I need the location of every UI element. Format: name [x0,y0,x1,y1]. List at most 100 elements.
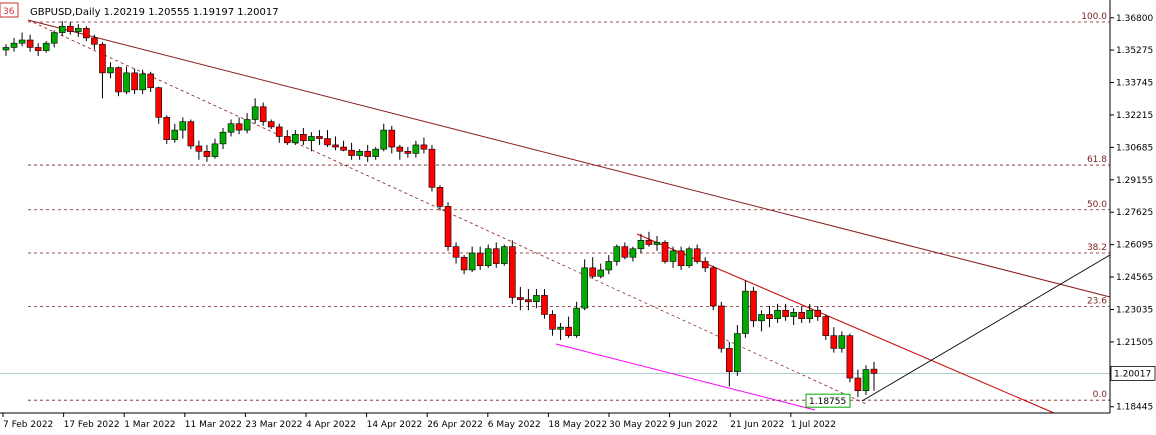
candle-body [517,297,524,300]
candle [669,246,677,268]
candle [685,246,693,268]
candle [541,289,548,319]
candle-body [356,150,363,156]
candle [661,240,669,264]
candle-body [870,368,878,374]
candle [589,257,597,279]
candle-body [428,148,436,188]
price-tick-label: 1.26095 [1116,241,1153,251]
candle-body [380,129,388,150]
time-tick-label: 1 Mar 2022 [124,420,175,430]
candle [211,138,219,159]
time-tick-label: 21 Jun 2022 [730,420,784,430]
candle-body [862,369,870,392]
candle [292,130,299,145]
candle [203,144,211,162]
candle-body [66,25,74,32]
candle-body [235,123,243,131]
fib-level-label: 0.0 [1093,390,1108,400]
candle-body [589,267,597,277]
candle-body [822,316,830,336]
candle-body [637,239,645,250]
candle [235,117,243,135]
candle [283,130,291,145]
candle [822,314,830,340]
candle [798,305,805,323]
time-tick-label: 11 Mar 2022 [185,420,242,430]
candle [565,316,572,338]
candle [830,327,838,353]
candle [613,244,621,266]
candle [50,30,58,48]
candle-body [509,246,516,298]
candle-body [774,309,781,319]
candle-body [452,246,460,258]
time-tick-label: 7 Feb 2022 [3,420,53,430]
candle-body [557,326,564,330]
candle-body [275,126,283,137]
candle-body [292,134,299,144]
price-tick-label: 1.33745 [1116,79,1153,89]
candle [332,136,339,151]
candle-body [758,314,765,322]
candle-body [404,150,412,154]
candle [275,123,283,143]
candle [645,231,653,247]
candle-body [10,42,18,48]
candle-body [476,252,484,267]
candle-body [573,307,580,336]
candle [26,34,34,52]
candle [701,257,709,273]
candle-body [468,252,476,271]
candle-body [396,146,404,152]
candle [139,69,146,95]
candle-body [324,138,331,146]
magenta-trendline [555,343,816,411]
candle-body [131,72,138,91]
candle-body [726,348,733,372]
candle-body [195,145,203,152]
candle [396,144,404,160]
time-tick-label: 23 Mar 2022 [245,420,302,430]
candle-body [838,335,846,349]
candle-body [388,129,396,148]
candle [653,236,661,251]
candle [846,333,854,383]
candle [525,289,532,311]
candle-body [605,261,613,271]
candle [444,202,452,251]
candle-body [685,248,693,267]
candle [533,289,540,309]
candle [75,24,82,37]
current-price-label: 1.20017 [1114,369,1151,379]
price-tick-label: 1.30685 [1116,143,1153,153]
candle [243,113,251,134]
time-tick-label: 6 May 2022 [488,420,541,430]
candle [324,130,331,148]
candle [219,127,227,150]
candle [340,140,347,152]
candle [774,303,781,323]
candle [557,322,564,340]
time-tick-label: 18 May 2022 [548,420,607,430]
candle-body [653,242,661,245]
price-tick-label: 1.27625 [1116,208,1153,218]
candle-body [203,150,211,157]
candle-body [219,131,227,145]
candle [750,286,757,328]
candle-body [460,256,468,271]
corner-label-box: 36 [0,2,19,18]
candle-body [782,309,789,317]
candle [862,365,870,395]
current-price-box [1110,365,1156,381]
candle [412,140,420,158]
candle-body [750,290,757,322]
time-tick-label: 26 Apr 2022 [427,420,483,430]
fib-level-label: 50.0 [1087,200,1107,210]
candle-body [348,149,355,156]
candle [476,246,484,270]
candle [766,305,773,328]
candle-body [525,299,532,303]
candle-body [364,150,371,157]
candle-body [171,129,179,140]
